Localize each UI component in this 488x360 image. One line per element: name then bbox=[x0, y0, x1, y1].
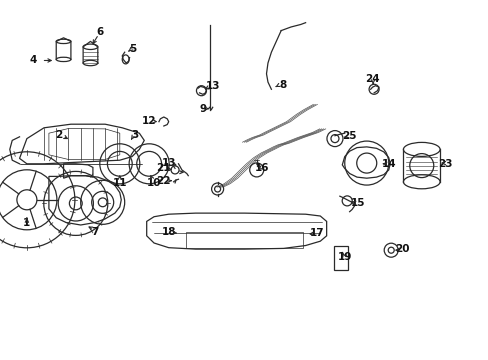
Text: 8: 8 bbox=[279, 80, 285, 90]
Text: 6: 6 bbox=[97, 27, 103, 37]
Text: 2: 2 bbox=[55, 130, 62, 140]
Text: 20: 20 bbox=[394, 244, 408, 255]
Text: 5: 5 bbox=[129, 44, 136, 54]
Text: 25: 25 bbox=[342, 131, 356, 141]
Text: 16: 16 bbox=[254, 163, 268, 174]
Text: 15: 15 bbox=[350, 198, 365, 208]
Text: 23: 23 bbox=[437, 159, 451, 169]
Text: 1: 1 bbox=[23, 218, 30, 228]
Text: 13: 13 bbox=[161, 158, 176, 168]
Text: 17: 17 bbox=[309, 228, 324, 238]
Text: 22: 22 bbox=[156, 176, 171, 186]
Text: 14: 14 bbox=[381, 159, 395, 169]
Text: 7: 7 bbox=[91, 227, 99, 237]
Text: 12: 12 bbox=[142, 116, 156, 126]
Text: 9: 9 bbox=[199, 104, 206, 114]
Text: 18: 18 bbox=[161, 227, 176, 237]
Text: 3: 3 bbox=[131, 130, 138, 140]
Text: 13: 13 bbox=[205, 81, 220, 91]
Text: 24: 24 bbox=[365, 74, 379, 84]
Text: 11: 11 bbox=[112, 178, 127, 188]
Text: 4: 4 bbox=[29, 55, 37, 66]
Text: 10: 10 bbox=[146, 178, 161, 188]
Text: 21: 21 bbox=[156, 163, 171, 174]
Text: 19: 19 bbox=[337, 252, 351, 262]
